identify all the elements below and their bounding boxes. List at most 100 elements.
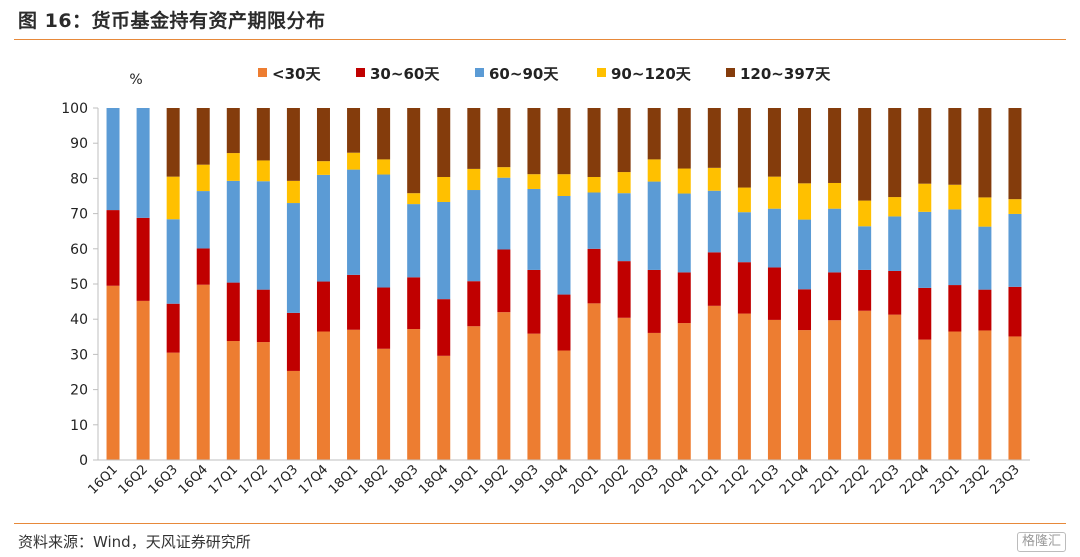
bar-segment-22Q2-s3 <box>858 200 872 227</box>
bar-segment-19Q4-s3 <box>557 174 571 196</box>
x-tick-label: 22Q1 <box>807 462 842 497</box>
bar-segment-18Q2-s3 <box>377 159 391 175</box>
x-tick-label: 17Q1 <box>206 462 241 497</box>
legend-swatch <box>475 68 484 77</box>
bar-segment-19Q1-s2 <box>467 190 481 282</box>
bar-segment-21Q4-s2 <box>798 219 812 290</box>
bar-segment-18Q4-s3 <box>437 176 451 202</box>
x-tick-label: 18Q2 <box>356 462 391 497</box>
bar-segment-18Q1-s0 <box>347 329 361 460</box>
bar-segment-17Q3-s0 <box>286 370 300 460</box>
bar-segment-22Q1-s0 <box>828 320 842 460</box>
bar-segment-17Q3-s2 <box>286 203 300 313</box>
legend-swatch <box>356 68 365 77</box>
legend-item-3: 90~120天 <box>597 65 692 83</box>
bar-segment-23Q2-s1 <box>978 289 992 331</box>
bar-segment-17Q1-s0 <box>226 341 240 460</box>
bar-stack-18Q2 <box>377 108 391 460</box>
bar-segment-16Q1-s1 <box>106 210 120 286</box>
x-tick-label: 22Q3 <box>867 462 902 497</box>
y-tick-label: 80 <box>70 171 88 187</box>
bar-segment-20Q3-s0 <box>647 332 661 460</box>
bar-stack-18Q3 <box>407 108 421 460</box>
bar-segment-22Q4-s1 <box>918 287 932 340</box>
bar-segment-20Q3-s2 <box>647 181 661 270</box>
bar-segment-16Q3-s3 <box>166 176 180 220</box>
bar-segment-23Q2-s4 <box>978 108 992 198</box>
legend-swatch <box>597 68 606 77</box>
source-note: 资料来源：Wind，天风证券研究所 <box>18 533 251 551</box>
bar-segment-23Q3-s1 <box>1008 286 1022 337</box>
x-tick-label: 23Q1 <box>927 462 962 497</box>
bar-segment-21Q1-s4 <box>707 108 721 168</box>
bar-segment-21Q2-s3 <box>737 187 751 213</box>
bar-segment-18Q1-s1 <box>347 274 361 330</box>
bar-segment-22Q3-s1 <box>888 270 902 315</box>
bar-segment-19Q2-s1 <box>497 249 511 313</box>
y-tick-label: 60 <box>70 242 88 258</box>
bar-segment-21Q2-s4 <box>737 108 751 188</box>
bar-segment-21Q4-s1 <box>798 289 812 331</box>
bar-segment-17Q4-s1 <box>316 281 330 332</box>
bar-segment-22Q3-s0 <box>888 314 902 460</box>
figure-title: 图 16：货币基金持有资产期限分布 <box>18 10 326 32</box>
bar-segment-23Q1-s1 <box>948 285 962 332</box>
bar-segment-20Q4-s0 <box>677 323 691 460</box>
bar-segment-23Q1-s0 <box>948 331 962 460</box>
bar-segment-19Q3-s1 <box>527 269 541 334</box>
legend-label: 120~397天 <box>740 65 831 83</box>
bar-segment-23Q3-s3 <box>1008 199 1022 214</box>
x-tick-label: 17Q2 <box>236 462 271 497</box>
bar-stack-21Q3 <box>767 108 781 460</box>
bar-segment-17Q1-s4 <box>226 108 240 154</box>
bar-segment-19Q1-s3 <box>467 168 481 191</box>
bar-segment-19Q2-s0 <box>497 312 511 460</box>
bar-segment-20Q2-s3 <box>617 172 631 194</box>
bar-segment-20Q1-s0 <box>587 303 601 460</box>
bar-segment-17Q1-s1 <box>226 282 240 342</box>
bar-segment-21Q2-s2 <box>737 212 751 263</box>
x-tick-label: 21Q3 <box>747 462 782 497</box>
x-tick-label: 16Q4 <box>176 462 211 497</box>
bar-segment-18Q4-s4 <box>437 108 451 177</box>
bar-segment-20Q3-s3 <box>647 159 661 182</box>
bar-segment-18Q2-s4 <box>377 108 391 160</box>
bar-stack-22Q2 <box>858 108 872 460</box>
y-tick-label: 30 <box>70 347 88 363</box>
y-tick-label: 100 <box>61 101 88 117</box>
bar-segment-20Q3-s4 <box>647 108 661 160</box>
bar-stack-19Q3 <box>527 108 541 460</box>
bar-segment-21Q3-s4 <box>767 108 781 177</box>
bar-stack-22Q1 <box>828 108 842 460</box>
bar-segment-19Q3-s2 <box>527 188 541 270</box>
bar-segment-19Q3-s0 <box>527 333 541 460</box>
bar-segment-22Q1-s4 <box>828 108 842 183</box>
title-rule <box>14 39 1066 40</box>
bar-stack-17Q4 <box>316 108 330 460</box>
bar-segment-16Q3-s0 <box>166 352 180 460</box>
bar-segment-22Q3-s3 <box>888 197 902 217</box>
bar-segment-23Q2-s3 <box>978 197 992 227</box>
y-tick-label: 20 <box>70 383 88 399</box>
x-tick-label: 23Q3 <box>987 462 1022 497</box>
bar-segment-22Q1-s1 <box>828 272 842 321</box>
bar-segment-21Q3-s0 <box>767 319 781 460</box>
bar-stack-16Q3 <box>166 108 180 460</box>
x-tick-label: 20Q1 <box>567 462 602 497</box>
bar-segment-18Q3-s1 <box>407 277 421 330</box>
bar-segment-17Q2-s1 <box>256 289 270 343</box>
bar-segment-19Q1-s0 <box>467 326 481 460</box>
bar-segment-18Q2-s0 <box>377 348 391 460</box>
x-axis: 16Q116Q216Q316Q417Q117Q217Q317Q418Q118Q2… <box>85 459 1030 498</box>
bar-segment-17Q4-s0 <box>316 331 330 460</box>
bar-stack-20Q4 <box>677 108 691 460</box>
bar-segment-18Q4-s2 <box>437 201 451 300</box>
bar-segment-21Q2-s1 <box>737 262 751 314</box>
bar-segment-17Q4-s3 <box>316 161 330 175</box>
bar-segment-19Q4-s2 <box>557 196 571 295</box>
x-tick-label: 22Q4 <box>897 462 932 497</box>
bar-segment-20Q1-s4 <box>587 108 601 177</box>
bar-segment-16Q1-s2 <box>106 108 120 211</box>
x-tick-label: 16Q2 <box>116 462 151 497</box>
x-tick-label: 20Q2 <box>597 462 632 497</box>
